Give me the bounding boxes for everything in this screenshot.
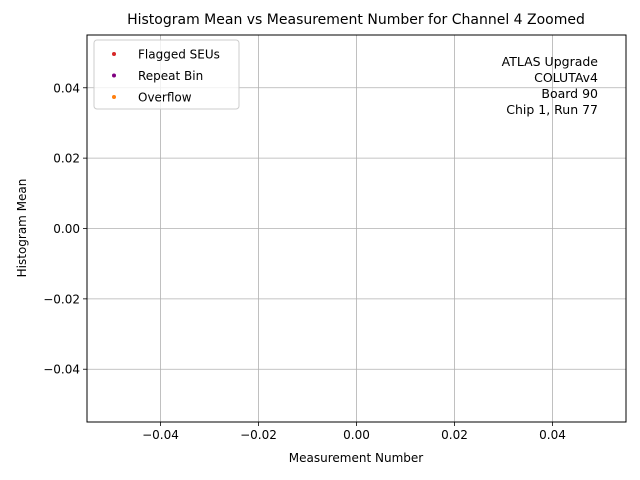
legend-marker: [112, 73, 116, 78]
y-tick-label: −0.02: [43, 292, 80, 306]
y-axis-label: Histogram Mean: [15, 179, 29, 278]
y-tick-label: −0.04: [43, 363, 80, 377]
y-tick-label: 0.04: [53, 81, 80, 95]
legend-label: Overflow: [138, 91, 192, 105]
x-tick-label: 0.00: [343, 428, 370, 442]
x-tick-label: −0.04: [142, 428, 179, 442]
y-tick-label: 0.02: [53, 152, 80, 166]
grid: [87, 35, 626, 422]
legend-marker: [112, 95, 116, 99]
x-axis-ticks: −0.04 −0.02 0.00 0.02 0.04: [142, 422, 566, 442]
annotation-line: COLUTAv4: [534, 70, 598, 85]
legend-label: Repeat Bin: [138, 69, 203, 83]
x-tick-label: −0.02: [240, 428, 277, 442]
x-axis-label: Measurement Number: [289, 451, 423, 465]
x-tick-label: 0.04: [539, 428, 566, 442]
x-tick-label: 0.02: [441, 428, 468, 442]
y-tick-label: 0.00: [53, 222, 80, 236]
legend-marker: [112, 52, 116, 56]
legend-frame: [93, 39, 240, 110]
legend: Flagged SEUs Repeat Bin Overflow: [93, 39, 240, 110]
annotation-line: ATLAS Upgrade: [502, 54, 599, 69]
chart-title: Histogram Mean vs Measurement Number for…: [127, 12, 585, 28]
legend-label: Flagged SEUs: [138, 48, 220, 62]
annotation-line: Chip 1, Run 77: [506, 102, 598, 117]
y-axis-ticks: −0.04 −0.02 0.00 0.02 0.04: [43, 81, 87, 377]
annotation-line: Board 90: [541, 86, 598, 101]
